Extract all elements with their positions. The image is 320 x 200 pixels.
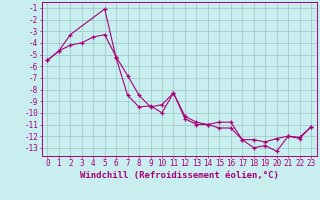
- X-axis label: Windchill (Refroidissement éolien,°C): Windchill (Refroidissement éolien,°C): [80, 171, 279, 180]
